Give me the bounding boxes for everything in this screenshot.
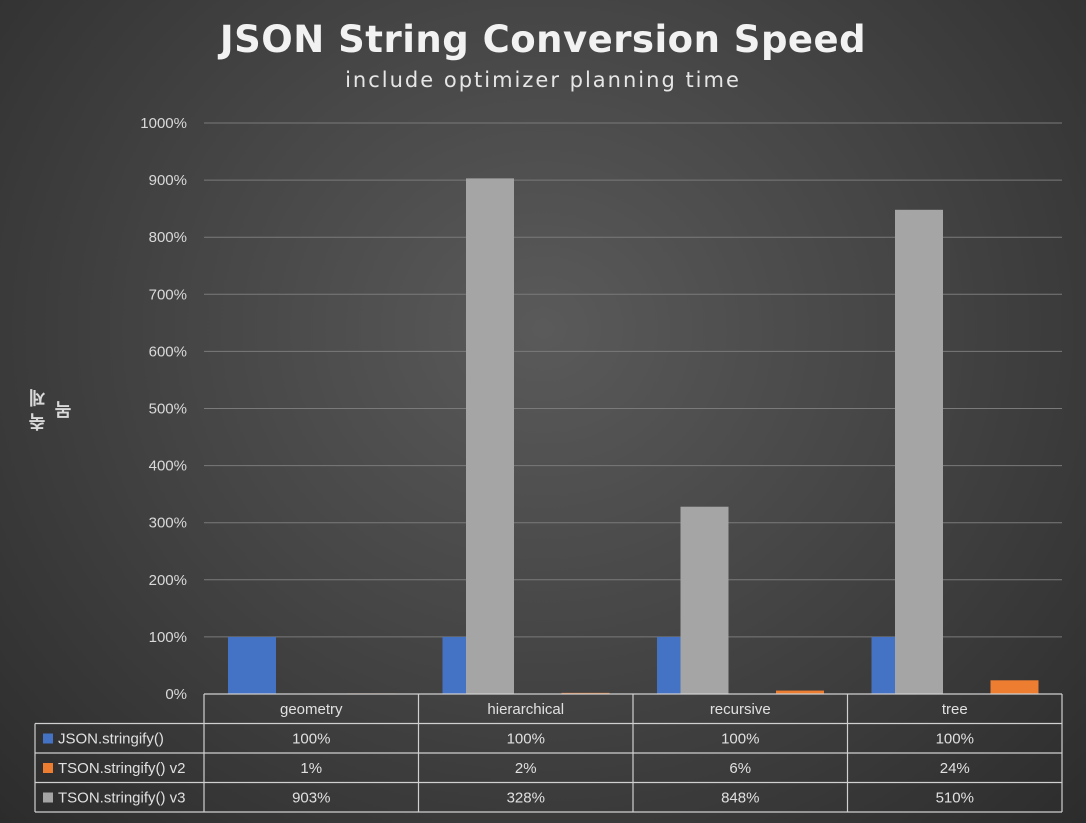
y-tick-label: 800% [149,229,187,246]
data-table-value: 6% [729,760,751,777]
data-table-value: 328% [507,790,545,807]
x-category-label: geometry [280,701,343,718]
y-tick-label: 500% [149,401,187,418]
legend-swatch [43,733,53,744]
bar [228,636,276,694]
data-table-value: 510% [936,790,974,807]
y-tick-label: 1000% [140,115,187,132]
data-table-value: 848% [721,790,759,807]
y-tick-label: 0% [165,686,187,703]
x-category-label: hierarchical [487,701,564,718]
y-tick-label: 200% [149,572,187,589]
data-table-value: 24% [940,760,970,777]
data-table-value: 2% [515,760,537,777]
data-table-value: 903% [292,790,330,807]
y-tick-label: 300% [149,515,187,532]
y-tick-label: 700% [149,286,187,303]
data-table-value: 100% [936,731,974,748]
x-category-label: tree [942,701,968,718]
legend-swatch [43,792,53,803]
x-category-label: recursive [710,701,771,718]
bar [990,680,1039,694]
bar [776,690,824,694]
legend-series-name: TSON.stringify() v2 [58,760,186,777]
y-tick-label: 600% [149,343,187,360]
y-tick-label: 400% [149,458,187,475]
chart-subtitle: include optimizer planning time [345,68,741,92]
legend-series-name: TSON.stringify() v3 [58,790,186,807]
chart-title: JSON String Conversion Speed [219,18,867,61]
legend-series-name: JSON.stringify() [58,731,164,748]
bar [466,178,514,695]
data-table-value: 100% [292,731,330,748]
y-tick-label: 100% [149,629,187,646]
bar [680,506,729,694]
bar [895,209,943,695]
data-table-value: 1% [300,760,322,777]
legend-swatch [43,763,53,773]
data-table-value: 100% [721,731,759,748]
data-table-value: 100% [507,731,545,748]
y-tick-label: 900% [149,172,187,189]
